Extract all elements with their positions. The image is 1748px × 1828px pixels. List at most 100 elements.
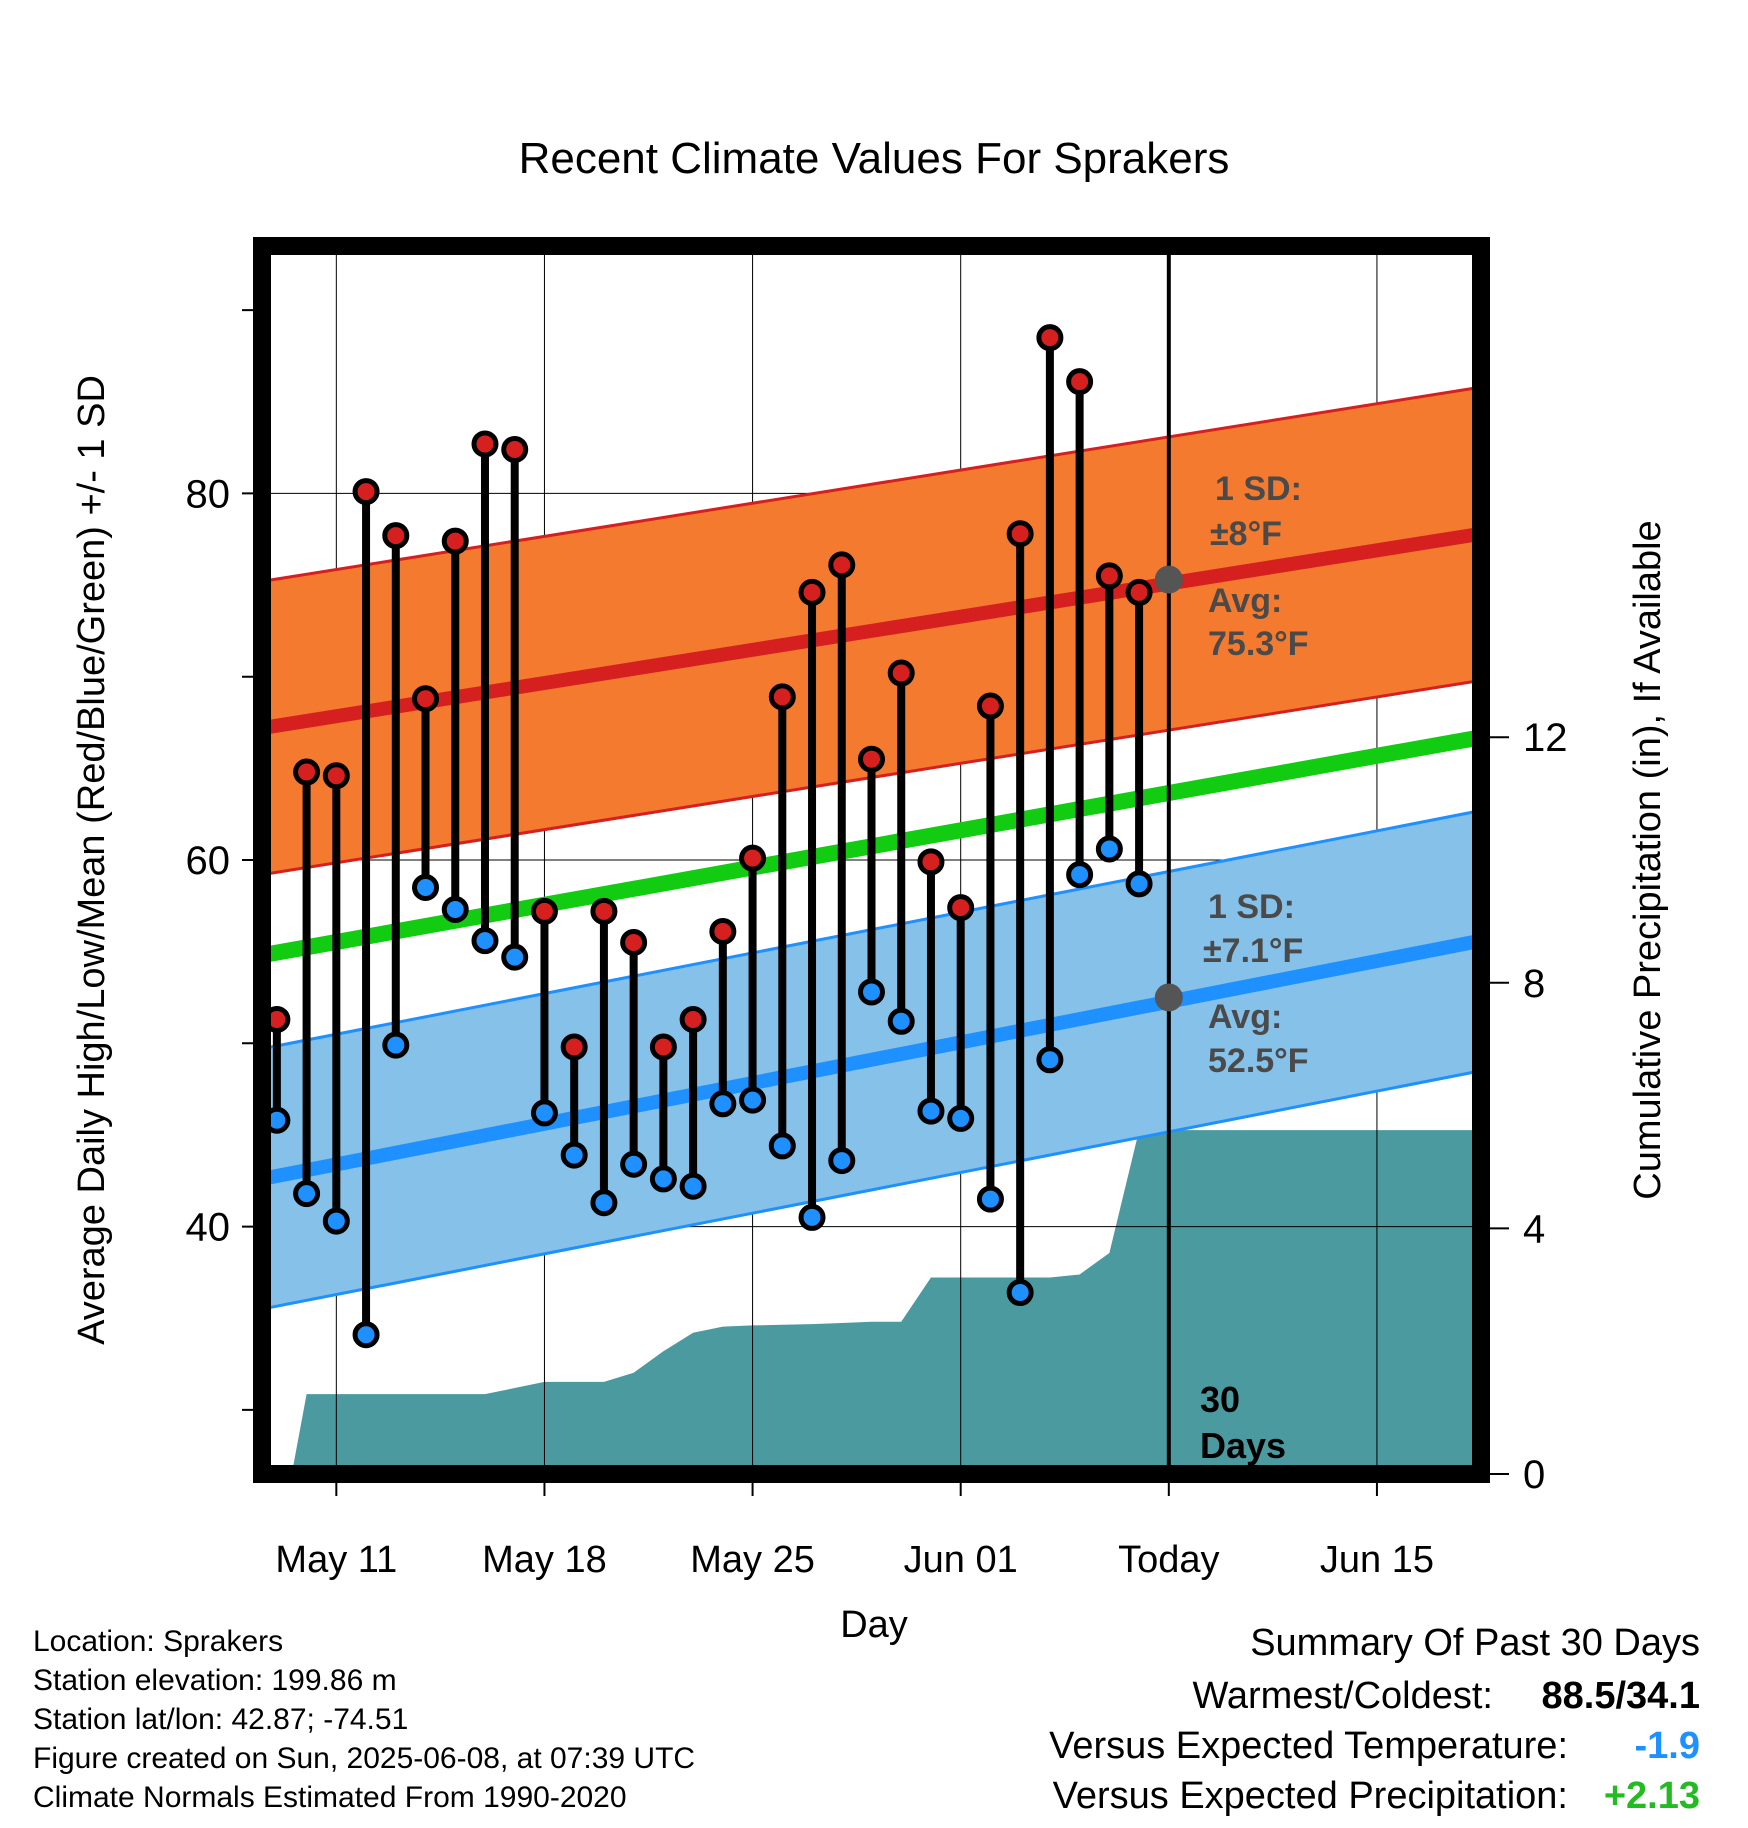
low-point <box>709 1090 737 1118</box>
high-point <box>1095 562 1123 590</box>
today-low-avg-marker <box>1154 983 1183 1012</box>
x-tick-label: May 18 <box>482 1539 607 1581</box>
low-point <box>798 1203 826 1231</box>
low-point <box>352 1321 380 1349</box>
info-latlon: Station lat/lon: 42.87; -74.51 <box>33 1703 409 1736</box>
high-avg-label: Avg: <box>1208 582 1282 620</box>
high-point <box>798 578 826 606</box>
low-point <box>976 1185 1004 1213</box>
x-tick-label: Jun 01 <box>904 1539 1018 1581</box>
low-point <box>887 1007 915 1035</box>
summary-warmest-coldest-value: 88.5/34.1 <box>1541 1675 1700 1717</box>
high-point <box>560 1033 588 1061</box>
low-point <box>739 1086 767 1114</box>
summary-temperature-value: -1.9 <box>1634 1725 1700 1767</box>
y-tick-label: 80 <box>186 472 231 516</box>
high-point <box>382 522 410 550</box>
y-tick-label: 40 <box>186 1206 231 1250</box>
low-point <box>679 1172 707 1200</box>
low-avg-value: 52.5°F <box>1208 1042 1309 1080</box>
summary-temperature: Versus Expected Temperature: -1.9 <box>0 1725 1748 1771</box>
low-point <box>768 1132 796 1160</box>
y-tick-label: 60 <box>186 839 231 883</box>
high-point <box>1006 520 1034 548</box>
y2-tick-label: 12 <box>1523 716 1568 760</box>
info-elevation: Station elevation: 199.86 m <box>33 1664 397 1697</box>
y2-tick-label: 8 <box>1523 962 1545 1006</box>
low-point <box>412 873 440 901</box>
summary-precipitation-label: Versus Expected Precipitation: <box>1052 1775 1568 1817</box>
low-point <box>530 1099 558 1127</box>
y2-axis-label: Cumulative Precipitation (in), If Availa… <box>1627 520 1669 1199</box>
high-point <box>352 478 380 506</box>
low-point <box>828 1147 856 1175</box>
high-sd-value: ±8°F <box>1210 515 1282 553</box>
low-point <box>501 943 529 971</box>
today-days-label-2: Days <box>1200 1425 1286 1466</box>
y2-tick-label: 4 <box>1523 1207 1545 1251</box>
high-point <box>501 435 529 463</box>
low-point <box>1036 1046 1064 1074</box>
summary-precipitation: Versus Expected Precipitation: +2.13 <box>0 1775 1748 1821</box>
high-point <box>976 692 1004 720</box>
high-point <box>441 527 469 555</box>
summary-warmest-coldest-label: Warmest/Coldest: <box>1192 1675 1493 1717</box>
x-tick-label: Jun 15 <box>1320 1539 1434 1581</box>
precipitation-area <box>262 1130 1481 1474</box>
high-point <box>530 897 558 925</box>
x-tick-label: Today <box>1118 1539 1219 1581</box>
high-point <box>1066 368 1094 396</box>
high-point <box>739 844 767 872</box>
low-point <box>858 978 885 1006</box>
high-point <box>858 745 885 773</box>
high-point <box>679 1005 707 1033</box>
precipitation-area-fill <box>262 1130 1481 1474</box>
high-point <box>828 551 856 579</box>
high-point <box>887 659 915 687</box>
summary-title: Summary Of Past 30 Days <box>1250 1622 1700 1664</box>
low-normal-line <box>260 933 1483 1186</box>
low-point <box>382 1031 410 1059</box>
high-point <box>471 430 499 458</box>
info-block: Location: Sprakers Station elevation: 19… <box>33 1622 695 1817</box>
high-avg-value: 75.3°F <box>1208 625 1309 663</box>
high-point <box>1125 578 1153 606</box>
y2-tick-label: 0 <box>1523 1453 1545 1497</box>
high-sd-label: 1 SD: <box>1215 470 1302 508</box>
summary-temperature-label: Versus Expected Temperature: <box>1049 1725 1568 1767</box>
low-avg-label: Avg: <box>1208 998 1282 1036</box>
info-created: Figure created on Sun, 2025-06-08, at 07… <box>33 1742 696 1775</box>
y-axis-label: Average Daily High/Low/Mean (Red/Blue/Gr… <box>71 375 113 1345</box>
low-point <box>322 1207 350 1235</box>
daily-bars <box>272 337 1144 1335</box>
high-point <box>322 762 350 790</box>
low-point <box>649 1165 677 1193</box>
info-location: Location: Sprakers <box>33 1625 284 1658</box>
high-point <box>768 683 796 711</box>
today-days-label-1: 30 <box>1200 1379 1240 1420</box>
x-tick-label: May 11 <box>275 1539 397 1581</box>
low-point <box>293 1180 321 1208</box>
low-point <box>1095 835 1123 863</box>
x-axis-label: Day <box>840 1604 908 1646</box>
low-sd-value: ±7.1°F <box>1203 932 1303 970</box>
low-sd-label: 1 SD: <box>1208 888 1295 926</box>
low-point <box>560 1141 588 1169</box>
x-tick-label: May 25 <box>690 1539 815 1581</box>
info-normals: Climate Normals Estimated From 1990-2020 <box>33 1781 627 1814</box>
low-point <box>1066 861 1094 889</box>
high-point <box>293 758 321 786</box>
daily-points <box>263 324 1153 1349</box>
high-point <box>917 848 945 876</box>
annotations: 1 SD: ±8°F Avg: 75.3°F 1 SD: ±7.1°F Avg: 52.5°F… <box>1154 470 1309 1466</box>
summary-precipitation-value: +2.13 <box>1603 1775 1700 1817</box>
axes-ticks: 40 60 80 0 4 8 12 May 11 May 18 May 25 Jun 01 Today… <box>186 309 1568 1581</box>
high-point <box>590 897 618 925</box>
low-point <box>441 895 469 923</box>
summary-warmest-coldest: Warmest/Coldest: 88.5/34.1 <box>0 1675 1748 1721</box>
low-point <box>917 1097 945 1125</box>
chart-title: Recent Climate Values For Sprakers <box>519 134 1230 183</box>
high-point <box>709 917 737 945</box>
today-high-avg-marker <box>1154 565 1183 594</box>
